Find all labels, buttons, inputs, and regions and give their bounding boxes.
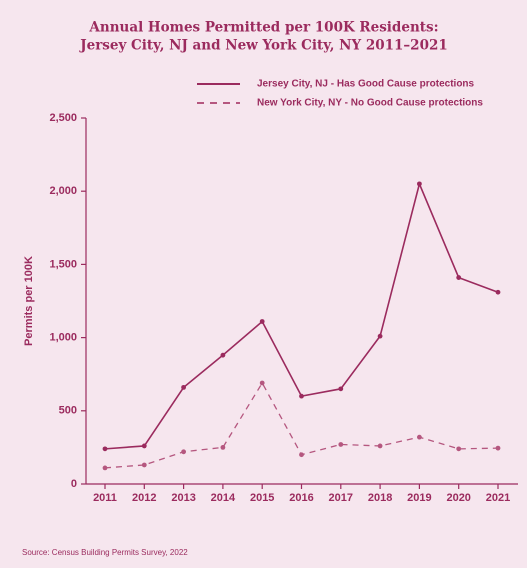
point (102, 465, 108, 471)
y-tick-label: 500 (59, 405, 77, 417)
point (220, 352, 226, 358)
chart-title: Jersey City, NJ and New York City, NY 20… (79, 38, 448, 54)
y-tick-label: 2,000 (49, 185, 77, 197)
point (259, 380, 265, 386)
point (456, 275, 462, 280)
legend-label: New York City, NY - No Good Cause protec… (257, 98, 483, 109)
x-tick-label: 2016 (289, 492, 313, 504)
source-note: Source: Census Building Permits Survey, … (22, 548, 188, 557)
point (417, 181, 422, 187)
point (495, 289, 501, 295)
y-tick-label: 1,500 (49, 258, 77, 270)
x-tick-label: 2019 (407, 492, 431, 504)
chart-title: Annual Homes Permitted per 100K Resident… (88, 20, 438, 36)
y-tick-label: 0 (71, 478, 77, 490)
point (338, 442, 344, 447)
point (377, 443, 383, 449)
x-tick-label: 2015 (250, 492, 274, 504)
point (102, 446, 108, 452)
x-tick-label: 2018 (368, 492, 392, 504)
x-tick-label: 2012 (132, 492, 156, 504)
point (181, 449, 187, 455)
x-tick-label: 2020 (446, 492, 470, 504)
point (141, 462, 147, 468)
point (338, 386, 344, 392)
y-tick-label: 2,500 (49, 112, 77, 124)
y-axis-label: Permits per 100K (23, 256, 35, 346)
x-tick-label: 2017 (329, 492, 353, 504)
point (417, 434, 422, 440)
x-tick-label: 2013 (171, 492, 195, 504)
point (377, 333, 383, 339)
point (299, 452, 304, 458)
point (141, 443, 147, 449)
point (181, 384, 187, 390)
point (220, 445, 226, 450)
x-tick-label: 2021 (486, 492, 510, 504)
point (259, 319, 265, 324)
x-tick-label: 2011 (93, 492, 117, 504)
y-tick-label: 1,000 (49, 332, 77, 344)
point (299, 393, 304, 399)
point (495, 445, 501, 451)
x-tick-label: 2014 (211, 492, 236, 504)
legend-label: Jersey City, NJ - Has Good Cause protect… (257, 79, 475, 90)
point (456, 446, 462, 452)
